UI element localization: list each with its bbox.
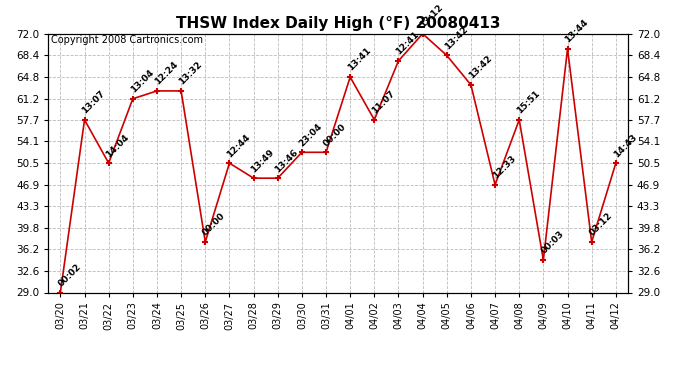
Text: 13:41: 13:41 xyxy=(346,46,373,73)
Text: 15:51: 15:51 xyxy=(515,89,542,116)
Text: 13:42: 13:42 xyxy=(466,54,493,81)
Text: 23:04: 23:04 xyxy=(297,122,324,148)
Text: Copyright 2008 Cartronics.com: Copyright 2008 Cartronics.com xyxy=(51,35,203,45)
Text: 13:44: 13:44 xyxy=(563,18,590,45)
Text: 00:00: 00:00 xyxy=(322,122,348,148)
Text: 12:33: 12:33 xyxy=(491,154,518,181)
Text: 12:24: 12:24 xyxy=(152,60,179,87)
Text: 11:07: 11:07 xyxy=(370,89,397,116)
Text: 14:04: 14:04 xyxy=(104,132,131,159)
Text: 00:00: 00:00 xyxy=(201,211,228,238)
Text: 12:44: 12:44 xyxy=(225,132,252,159)
Text: 14:43: 14:43 xyxy=(611,132,638,159)
Text: 13:49: 13:49 xyxy=(249,147,276,174)
Text: 13:12: 13:12 xyxy=(418,3,445,30)
Text: 13:07: 13:07 xyxy=(80,89,107,116)
Title: THSW Index Daily High (°F) 20080413: THSW Index Daily High (°F) 20080413 xyxy=(176,16,500,31)
Text: 13:32: 13:32 xyxy=(177,60,204,87)
Text: 00:03: 00:03 xyxy=(539,230,566,256)
Text: 13:04: 13:04 xyxy=(128,68,155,94)
Text: 00:02: 00:02 xyxy=(56,262,83,288)
Text: 03:12: 03:12 xyxy=(587,211,614,238)
Text: 13:46: 13:46 xyxy=(273,147,300,174)
Text: 12:41: 12:41 xyxy=(394,30,421,57)
Text: 13:42: 13:42 xyxy=(442,24,469,51)
